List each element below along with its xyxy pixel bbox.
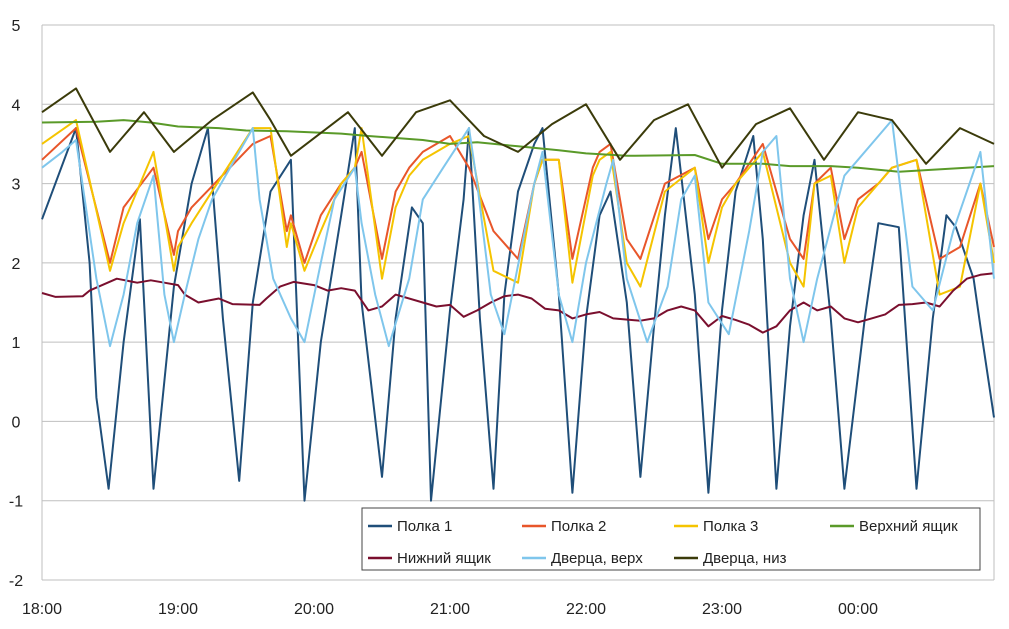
series-line-4	[41, 272, 995, 334]
x-tick-label: 00:00	[838, 601, 878, 618]
x-tick-label: 19:00	[158, 601, 198, 618]
y-tick-label: -1	[9, 494, 23, 511]
legend-label-2: Полка 3	[703, 518, 758, 535]
x-axis-tick-labels: 18:00 19:00 20:00 21:00 22:00 23:00 00:00	[22, 601, 878, 618]
legend-label-1: Полка 2	[551, 518, 606, 535]
x-tick-label: 21:00	[430, 601, 470, 618]
legend-label-5: Дверца, верх	[551, 550, 643, 567]
series-line-6	[41, 87, 995, 169]
y-axis-tick-labels: 5 4 3 2 1 0 -1 -2	[9, 18, 23, 590]
x-tick-label: 23:00	[702, 601, 742, 618]
y-tick-label: 2	[12, 256, 21, 273]
legend-label-0: Полка 1	[397, 518, 452, 535]
y-tick-label: 4	[12, 97, 21, 114]
y-tick-label: 5	[12, 18, 21, 35]
y-tick-label: -2	[9, 573, 23, 590]
series-line-3	[41, 119, 995, 173]
y-tick-label: 0	[12, 414, 21, 431]
legend-label-4: Нижний ящик	[397, 550, 491, 567]
series-lines	[41, 87, 995, 502]
legend-label-6: Дверца, низ	[703, 550, 787, 567]
x-tick-label: 22:00	[566, 601, 606, 618]
series-line-0	[41, 127, 995, 502]
y-tick-label: 3	[12, 177, 21, 194]
legend-box	[361, 507, 981, 571]
grid-lines	[41, 24, 995, 581]
y-tick-label: 1	[12, 335, 21, 352]
legend: Полка 1 Полка 2 Полка 3 Верхний ящик Нижний …	[361, 507, 981, 571]
x-tick-label: 20:00	[294, 601, 334, 618]
legend-label-3: Верхний ящик	[859, 518, 958, 535]
x-tick-label: 18:00	[22, 601, 62, 618]
series-line-5	[41, 119, 995, 348]
